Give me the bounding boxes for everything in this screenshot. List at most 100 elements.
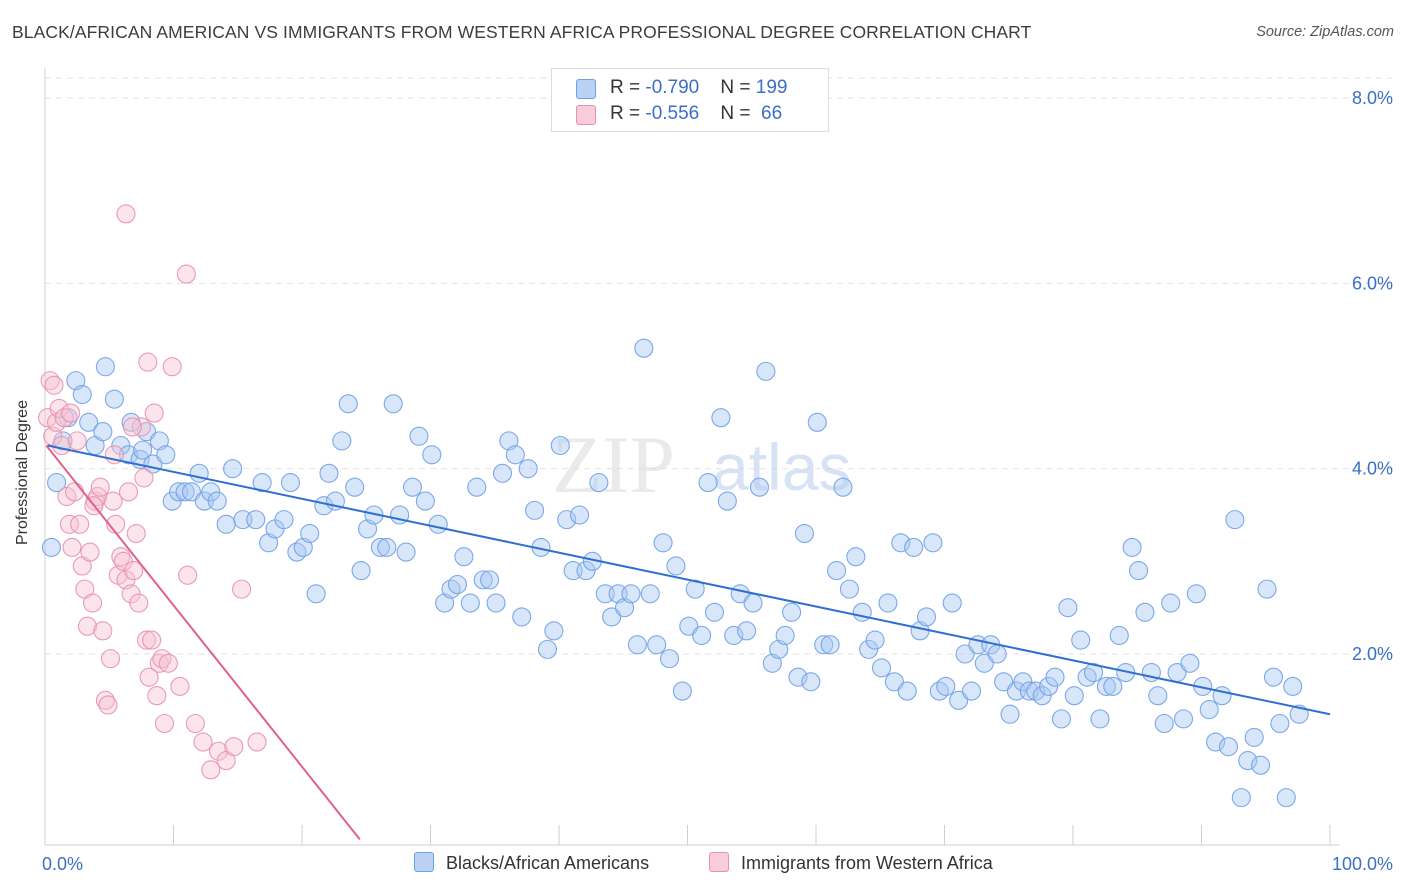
blacks-data-point [41,537,61,557]
blacks-data-point [659,649,680,669]
blacks-data-point [409,426,429,446]
legend-swatch-blue [414,852,434,872]
blacks-data-point [460,593,480,613]
western-africa-data-point [144,403,164,423]
blacks-data-point [724,625,744,646]
western-africa-data-point [170,676,190,696]
western-africa-data-point [154,713,175,734]
blacks-data-point [252,473,272,493]
blacks-data-point [627,635,647,655]
blacks-data-point [345,477,365,497]
blacks-data-point [987,644,1007,664]
blacks-data-point [118,445,139,465]
blacks-data-point [300,523,320,544]
blacks-data-point [961,681,982,701]
y-axis-label: Professional Degree [14,400,31,545]
blacks-data-point [679,616,699,636]
blacks-data-point [711,408,731,428]
blacks-data-point [1090,709,1110,729]
blacks-data-point [422,445,442,465]
blacks-data-point [1270,713,1290,734]
blacks-data-point [923,533,943,553]
blacks-data-point [1064,686,1084,706]
blacks-data-point [666,556,686,576]
blacks-data-point [79,412,99,432]
correlation-legend: R = -0.790 N = 199 R = -0.556 N = 66 [551,68,829,132]
western-africa-data-point [129,593,149,613]
watermark-atlas: atlas [712,430,851,504]
blacks-data-point [480,570,500,590]
blacks-data-point [447,574,468,595]
blacks-data-point [537,639,557,659]
blacks-data-point [672,681,692,701]
blacks-data-point [525,500,545,520]
blacks-data-point [737,621,757,641]
western-africa-data-point [90,477,110,497]
blacks-data-point [454,547,474,567]
western-africa-data-point [80,542,100,562]
blacks-data-point [884,672,904,692]
legend-n-label: N = [720,77,756,98]
western-africa-data-point [124,561,144,581]
western-africa-data-point [147,686,167,706]
blacks-data-point [1103,676,1123,696]
legend-r-label: R = [610,103,646,124]
blacks-data-point [93,422,113,442]
blacks-data-point [104,389,124,409]
legend-item-western-africa: Immigrants from Western Africa [709,852,993,874]
western-africa-data-point [176,264,196,284]
blacks-data-point [1180,653,1200,673]
blacks-data-point [293,537,313,557]
western-africa-data-point [232,579,252,599]
blacks-data-point [807,412,827,432]
blacks-data-point [1013,672,1033,692]
blacks-data-point [897,681,917,701]
blacks-data-point [871,658,892,678]
blacks-data-point [1244,727,1264,747]
source-credit: Source: ZipAtlas.com [1256,24,1394,40]
blacks-data-point [891,533,911,553]
blacks-data-point [246,510,266,530]
blacks-data-point [1276,788,1296,808]
blacks-data-point [570,505,590,525]
y-tick-label: 6.0% [1352,273,1393,293]
blacks-data-point [181,482,202,502]
western-africa-data-point [67,431,87,451]
blacks-data-point [550,435,570,456]
blacks-data-point [1045,667,1065,687]
blacks-data-point [1109,625,1129,646]
blacks-data-point [259,533,279,553]
blacks-data-point [647,635,667,655]
blacks-data-point [274,510,294,530]
western-africa-data-point [118,482,139,502]
blacks-data-point [383,394,403,414]
blacks-data-point [95,357,115,377]
blacks-data-point [415,491,435,511]
blacks-data-point [1161,593,1181,613]
blacks-data-point [133,440,153,460]
western-africa-data-point [178,565,198,585]
legend-r-value: -0.556 [645,103,700,124]
x-tick-label: 100.0% [1332,854,1393,874]
blacks-data-point [801,672,821,692]
legend-n-value: 199 [755,77,788,98]
blacks-data-point [1173,709,1194,729]
western-africa-data-point [77,616,97,636]
western-africa-data-point [93,621,113,641]
western-africa-data-point [136,630,157,650]
western-africa-data-point [49,398,69,418]
blacks-data-point [859,639,879,659]
blacks-data-point [749,477,770,497]
blacks-data-point [788,667,808,687]
western-africa-data-point [134,468,154,488]
blacks-data-point [1206,732,1226,752]
blacks-data-point [66,371,86,391]
blacks-data-point [852,602,872,622]
blacks-data-point [827,561,847,581]
blacks-data-point [518,459,538,479]
blacks-data-point [756,361,776,381]
blacks-data-point [1019,681,1039,701]
blacks-data-point [621,584,641,604]
western-africa-data-point [59,514,79,534]
